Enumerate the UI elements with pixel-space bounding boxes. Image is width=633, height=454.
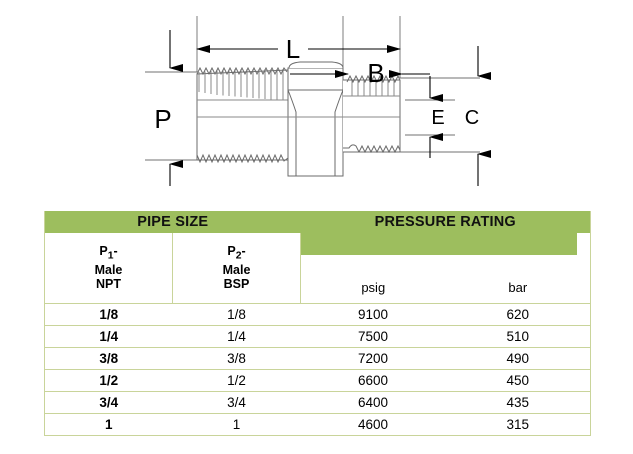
- cell-p2: 1/4: [172, 325, 301, 348]
- column-header-p1-line3: NPT: [96, 277, 121, 292]
- cell-p2: 1/8: [172, 303, 301, 326]
- cell-p1: 1: [44, 413, 173, 436]
- cell-p2: 1: [172, 413, 301, 436]
- table-row: 1 1 4600 315: [44, 413, 592, 436]
- group-header-pressure-rating: PRESSURE RATING: [300, 211, 592, 233]
- table-row: 1/4 1/4 7500 510: [44, 325, 592, 348]
- cell-bar: 450: [445, 369, 592, 392]
- table-row: 3/8 3/8 7200 490: [44, 347, 592, 370]
- table-row: 1/8 1/8 9100 620: [44, 303, 592, 326]
- fitting-drawing-svg: P L B E C: [145, 16, 491, 186]
- cell-p2: 1/2: [172, 369, 301, 392]
- table-group-header-row: PIPE SIZE PRESSURE RATING: [43, 211, 592, 233]
- dimension-e: E: [429, 76, 445, 158]
- column-header-p2: P2- Male BSP: [171, 233, 302, 304]
- table-sub-header-row: P1- Male NPT P2- Male BSP psig bar: [44, 233, 592, 304]
- cell-p1: 1/4: [44, 325, 173, 348]
- pipe-specification-table: PIPE SIZE PRESSURE RATING P1- Male NPT P…: [43, 211, 592, 436]
- table-row: 3/4 3/4 6400 435: [44, 391, 592, 414]
- dimension-c: C: [465, 46, 491, 186]
- cell-bar: 315: [445, 413, 592, 436]
- group-header-pipe-size: PIPE SIZE: [43, 211, 301, 233]
- column-header-bar-label: bar: [508, 280, 528, 295]
- column-header-p2-line3: BSP: [223, 277, 250, 292]
- header-green-band-psig: [301, 233, 446, 255]
- table-body: 1/8 1/8 9100 620 1/4 1/4 7500 510 3/8 3/…: [44, 303, 592, 436]
- cell-bar: 510: [445, 325, 592, 348]
- cell-p1: 3/8: [44, 347, 173, 370]
- fitting-body: [196, 61, 401, 177]
- column-header-p1: P1- Male NPT: [44, 233, 173, 304]
- cell-psig: 7200: [300, 347, 446, 370]
- dimension-l: L: [196, 34, 401, 64]
- dimension-b: B: [290, 58, 430, 88]
- cell-psig: 6600: [300, 369, 446, 392]
- table-row: 1/2 1/2 6600 450: [44, 369, 592, 392]
- cell-psig: 6400: [300, 391, 446, 414]
- column-header-p1-line2: Male: [94, 262, 123, 277]
- cell-bar: 620: [445, 303, 592, 326]
- dimension-label-p: P: [154, 104, 171, 134]
- column-header-bar: bar: [445, 233, 592, 304]
- column-header-psig: psig: [300, 233, 446, 304]
- cell-psig: 7500: [300, 325, 446, 348]
- cell-psig: 4600: [300, 413, 446, 436]
- cell-p1: 3/4: [44, 391, 173, 414]
- header-green-band-bar: [445, 233, 591, 255]
- dimension-label-l: L: [286, 34, 300, 64]
- cell-p1: 1/8: [44, 303, 173, 326]
- cell-p1: 1/2: [44, 369, 173, 392]
- column-header-p1-text: P1-: [99, 243, 118, 262]
- dimension-label-b: B: [367, 58, 384, 88]
- cell-p2: 3/4: [172, 391, 301, 414]
- technical-drawing: P L B E C: [0, 0, 633, 205]
- column-header-p2-text: P2-: [227, 243, 246, 262]
- dimension-label-e: E: [431, 107, 444, 129]
- cell-psig: 9100: [300, 303, 446, 326]
- cell-bar: 435: [445, 391, 592, 414]
- column-header-p2-line2: Male: [222, 262, 251, 277]
- dimension-label-c: C: [465, 107, 479, 129]
- cell-bar: 490: [445, 347, 592, 370]
- dimension-p: P: [154, 30, 183, 186]
- cell-p2: 3/8: [172, 347, 301, 370]
- column-header-psig-label: psig: [361, 280, 386, 295]
